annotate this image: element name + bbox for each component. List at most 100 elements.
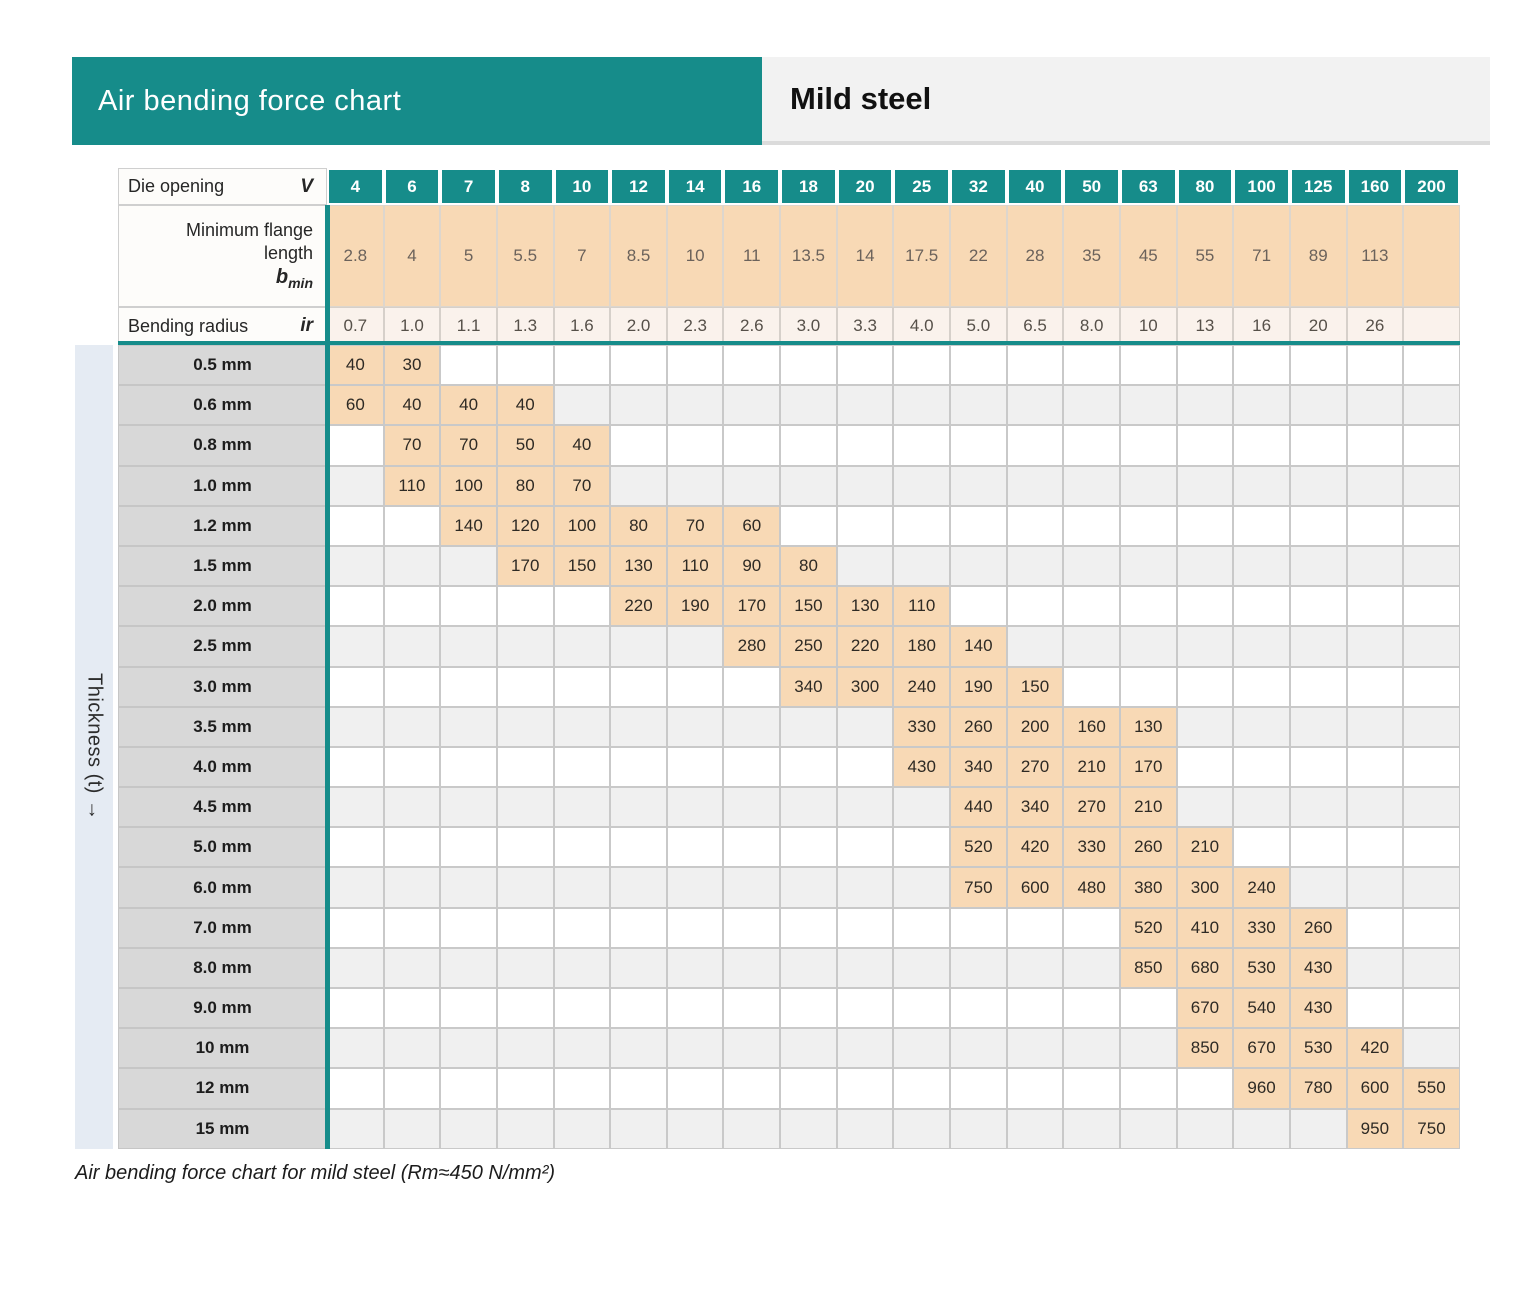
force-cell xyxy=(666,787,724,828)
force-cell xyxy=(610,626,667,667)
force-cell xyxy=(1403,746,1460,788)
force-cell xyxy=(780,1028,837,1069)
force-cell: 330 xyxy=(1233,907,1290,948)
bending-radius-value-cell xyxy=(1403,307,1460,345)
force-cell xyxy=(950,1028,1007,1069)
force-cell xyxy=(1346,505,1404,546)
force-cell xyxy=(327,867,384,908)
force-cell xyxy=(1289,827,1347,868)
force-cell: 750 xyxy=(1403,1108,1460,1149)
force-cell xyxy=(893,385,951,426)
force-cell xyxy=(440,746,497,788)
force-cell xyxy=(1346,626,1404,667)
force-cell xyxy=(780,1108,837,1149)
force-cell xyxy=(780,385,837,426)
force-cell xyxy=(1346,746,1404,788)
bending-radius-value-cell: 1.0 xyxy=(383,307,441,345)
force-cell xyxy=(383,947,441,988)
force-cell xyxy=(553,1028,611,1069)
force-cell xyxy=(893,1028,951,1069)
force-cell xyxy=(496,988,554,1029)
min-flange-value-cell: 10 xyxy=(666,205,724,307)
force-cell xyxy=(893,425,951,466)
force-cell: 120 xyxy=(496,505,554,546)
force-cell: 70 xyxy=(553,465,611,506)
force-cell: 40 xyxy=(383,385,441,426)
force-cell: 30 xyxy=(383,345,441,386)
force-cell xyxy=(836,988,894,1029)
force-cell xyxy=(1006,1108,1064,1149)
force-cell xyxy=(1006,345,1064,386)
bending-radius-value-cell: 2.0 xyxy=(610,307,667,345)
force-cell xyxy=(666,947,724,988)
force-cell xyxy=(1006,465,1064,506)
min-flange-value-cell: 14 xyxy=(836,205,894,307)
force-cell xyxy=(780,746,837,788)
force-cell: 60 xyxy=(327,385,384,426)
force-cell xyxy=(1403,867,1460,908)
force-cell xyxy=(1403,345,1460,386)
force-cell xyxy=(1403,545,1460,587)
force-cell xyxy=(950,345,1007,386)
force-cell xyxy=(723,465,781,506)
force-cell xyxy=(1233,425,1290,466)
force-cell: 140 xyxy=(950,626,1007,667)
force-cell xyxy=(1119,1028,1177,1069)
force-cell xyxy=(950,907,1007,948)
force-cell xyxy=(723,1108,781,1149)
force-cell xyxy=(610,425,667,466)
thickness-label: 12 mm xyxy=(118,1068,327,1109)
thickness-label: 6.0 mm xyxy=(118,867,327,908)
force-cell xyxy=(836,385,894,426)
force-cell xyxy=(1346,345,1404,386)
min-flange-value-cell: 11 xyxy=(723,205,781,307)
die-opening-value-cell: 12 xyxy=(610,168,667,205)
force-cell xyxy=(610,988,667,1029)
force-cell xyxy=(666,626,724,667)
force-cell: 550 xyxy=(1403,1068,1460,1109)
force-cell xyxy=(666,465,724,506)
force-cell xyxy=(383,1108,441,1149)
min-flange-value-cell: 113 xyxy=(1346,205,1404,307)
force-cell xyxy=(1006,505,1064,546)
force-cell xyxy=(893,947,951,988)
force-cell xyxy=(723,385,781,426)
force-cell xyxy=(383,1068,441,1109)
die-opening-value-cell: 7 xyxy=(440,168,497,205)
force-cell xyxy=(893,505,951,546)
die-opening-value-cell: 160 xyxy=(1346,168,1404,205)
force-cell xyxy=(780,1068,837,1109)
force-cell xyxy=(893,545,951,587)
force-cell xyxy=(383,827,441,868)
force-cell xyxy=(610,867,667,908)
force-cell xyxy=(440,947,497,988)
force-cell: 200 xyxy=(1006,706,1064,747)
force-cell xyxy=(893,867,951,908)
min-flange-label-line1: Minimum flange xyxy=(185,220,313,241)
min-flange-value-cell: 22 xyxy=(950,205,1007,307)
thickness-label: 0.5 mm xyxy=(118,345,327,386)
force-cell: 100 xyxy=(553,505,611,546)
force-cell: 160 xyxy=(1063,706,1120,747)
force-cell xyxy=(950,505,1007,546)
die-opening-value-cell: 20 xyxy=(836,168,894,205)
force-cell xyxy=(1233,586,1290,627)
force-cell xyxy=(836,545,894,587)
force-cell xyxy=(383,545,441,587)
force-cell: 190 xyxy=(950,666,1007,707)
force-cell xyxy=(440,1068,497,1109)
force-cell xyxy=(1006,1068,1064,1109)
force-cell xyxy=(836,1068,894,1109)
force-cell xyxy=(1176,465,1234,506)
chart-title-block: Air bending force chart xyxy=(72,57,762,145)
force-cell xyxy=(553,907,611,948)
bending-radius-value-cell: 10 xyxy=(1119,307,1177,345)
min-flange-value-cell: 7 xyxy=(553,205,611,307)
die-opening-value-cell: 32 xyxy=(950,168,1007,205)
thickness-label: 3.5 mm xyxy=(118,706,327,747)
force-cell xyxy=(1289,626,1347,667)
force-cell xyxy=(553,787,611,828)
bending-radius-label: Bending radius xyxy=(128,315,249,336)
force-cell xyxy=(666,746,724,788)
force-cell xyxy=(1119,425,1177,466)
